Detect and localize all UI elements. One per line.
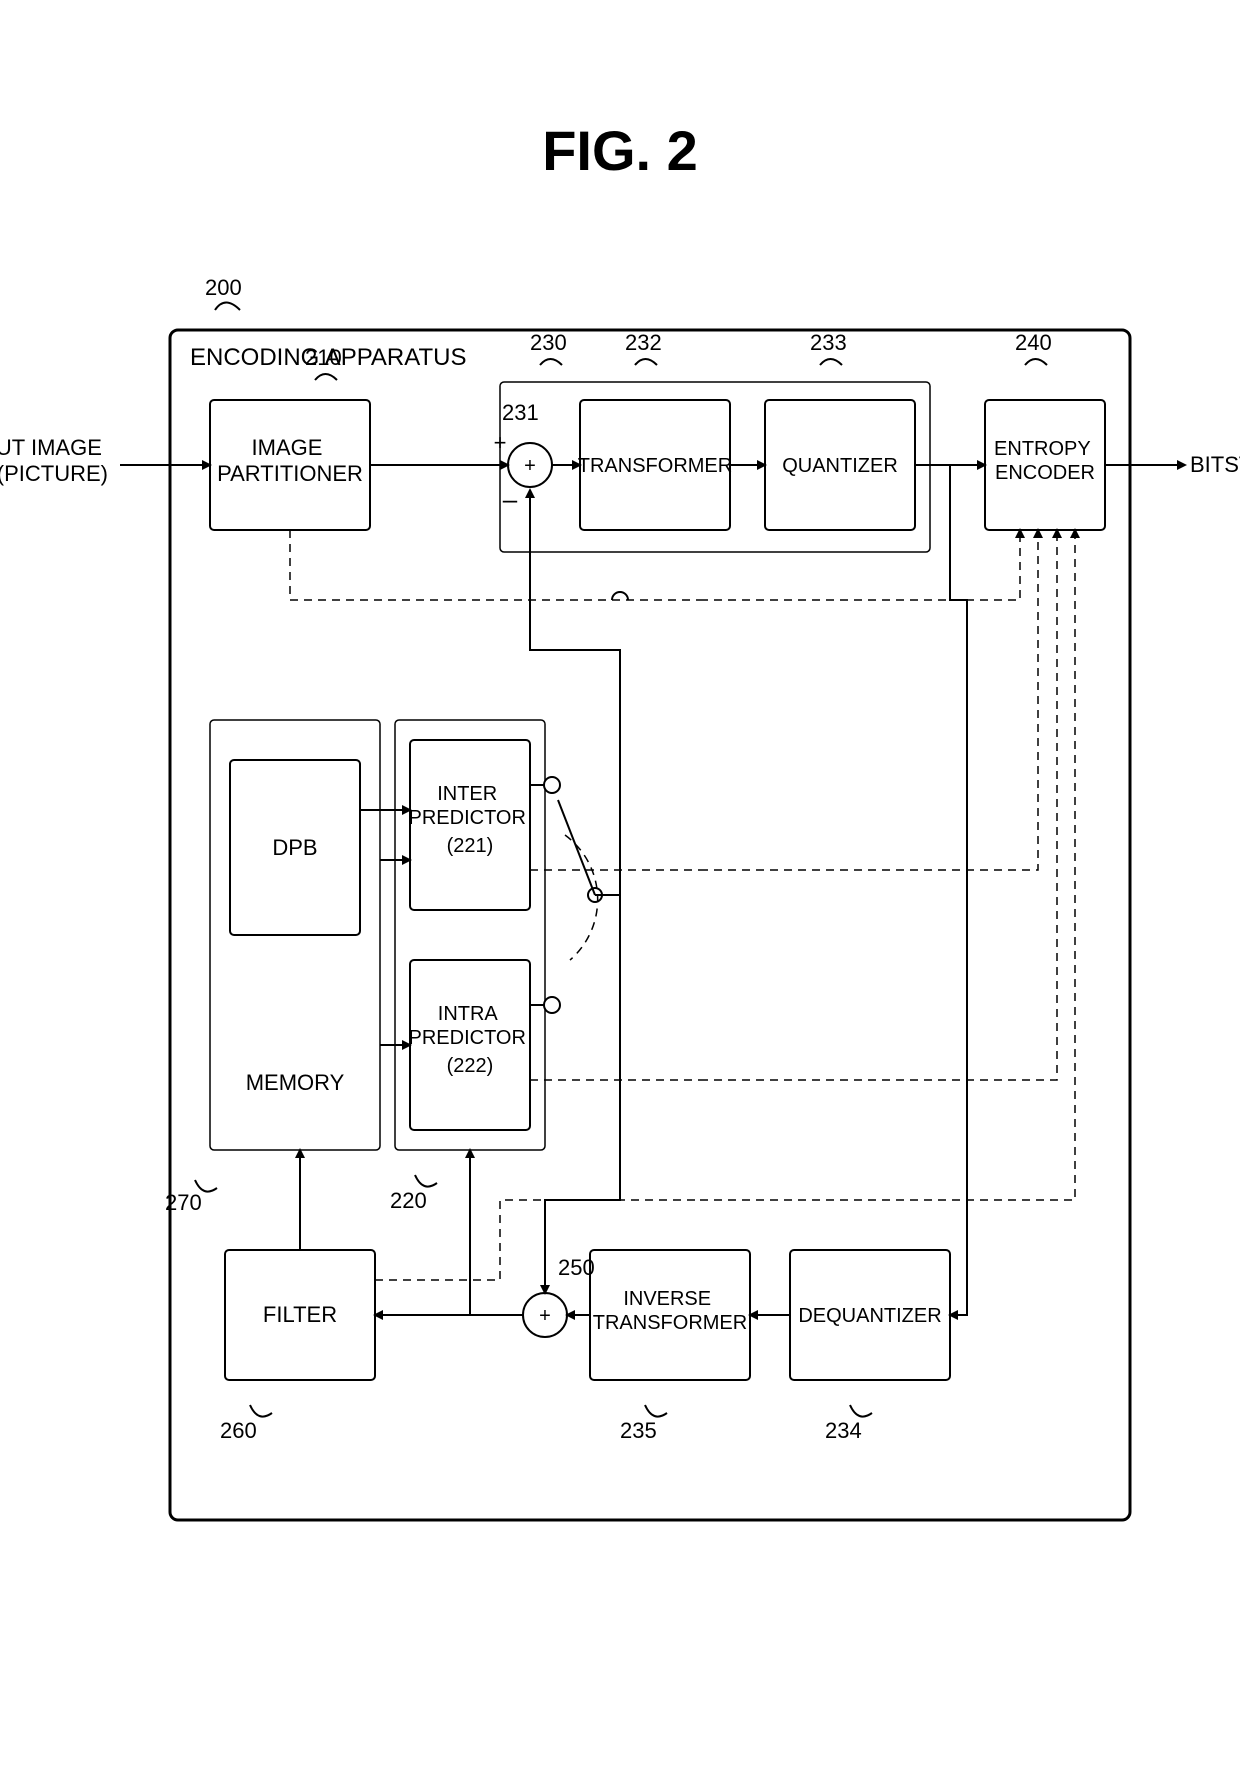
ref-200: 200	[205, 275, 242, 300]
subtractor-minus-sign: –	[503, 484, 518, 514]
dequantizer-label: DEQUANTIZER	[798, 1305, 941, 1327]
switch-intra-node	[544, 997, 560, 1013]
memory-label: MEMORY	[246, 1070, 345, 1095]
ref-270: 270	[165, 1190, 202, 1215]
ref-235: 235	[620, 1418, 657, 1443]
input-label: INPUT IMAGE (PICTURE)	[0, 435, 108, 486]
filter-label: FILTER	[263, 1302, 337, 1327]
transformer-label: TRANSFORMER	[578, 455, 732, 477]
ref-220: 220	[390, 1188, 427, 1213]
quantizer-label: QUANTIZER	[782, 455, 898, 477]
ref-260: 260	[220, 1418, 257, 1443]
ref-210: 210	[305, 345, 342, 370]
subtractor-plus-sign: +	[494, 430, 507, 455]
adder-plus: +	[539, 1305, 551, 1327]
ref-231: 231	[502, 400, 539, 425]
figure-title: FIG. 2	[542, 119, 698, 182]
ref-233: 233	[810, 330, 847, 355]
output-label: BITSTREAM	[1190, 452, 1240, 477]
subtractor-plus: +	[524, 455, 536, 477]
diagram-svg: FIG. 2 ENCODING APPARATUS 200 230 IMAGE …	[0, 0, 1240, 1786]
dpb-label: DPB	[272, 835, 317, 860]
switch-inter-node	[544, 777, 560, 793]
ref-232: 232	[625, 330, 662, 355]
ref-240: 240	[1015, 330, 1052, 355]
ref-230: 230	[530, 330, 567, 355]
ref-234: 234	[825, 1418, 862, 1443]
ref-250: 250	[558, 1255, 595, 1280]
